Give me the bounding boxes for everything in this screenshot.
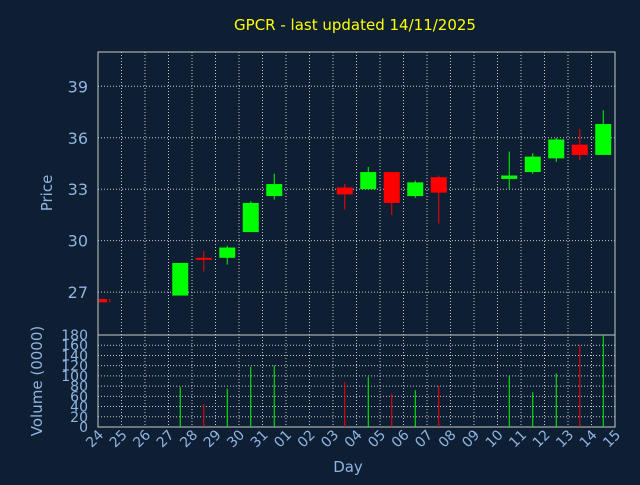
candle-10	[501, 151, 518, 190]
tick-labels: 24 25 26 27 28 29 30 31 01 02 03 04 05 06 07 08 09 10 11 12…	[61, 77, 624, 451]
candle-05	[383, 172, 400, 215]
x-tick-label: 29	[201, 427, 225, 451]
x-tick-label: 12	[530, 427, 554, 451]
x-tick-label: 30	[224, 427, 248, 451]
candle-body	[595, 124, 612, 155]
candle-07	[430, 175, 447, 224]
x-tick-label: 06	[389, 427, 413, 451]
x-tick-label: 10	[483, 427, 507, 451]
x-tick-label: 31	[248, 427, 272, 451]
x-tick-label: 09	[459, 427, 483, 451]
volume-tick-label: 120	[61, 359, 88, 375]
candles	[99, 110, 612, 303]
x-axis-label: Day	[333, 458, 363, 476]
candle-body	[383, 172, 400, 203]
candle-31	[266, 173, 283, 200]
x-tick-label: 14	[577, 427, 601, 451]
x-tick-label: 07	[412, 427, 436, 451]
candle-28	[195, 250, 212, 272]
x-tick-label: 27	[154, 427, 178, 451]
price-axis-label: Price	[38, 175, 56, 212]
volume-tick-label: 20	[70, 410, 88, 426]
price-tick-label: 33	[68, 180, 88, 199]
candle-body	[407, 182, 424, 197]
volume-tick-label: 40	[70, 400, 88, 416]
candle-body	[266, 184, 283, 197]
candle-29	[219, 245, 236, 265]
x-tick-label: 01	[271, 427, 295, 451]
x-tick-label: 02	[295, 427, 319, 451]
grid-layer	[98, 52, 615, 427]
candle-12	[548, 137, 565, 162]
volume-tick-label: 0	[79, 420, 88, 436]
price-tick-label: 30	[68, 232, 88, 251]
candle-body	[430, 177, 447, 193]
candle-13	[571, 129, 588, 161]
volume-tick-label: 180	[61, 328, 88, 344]
volume-axis-label: Volume (0000)	[28, 326, 46, 436]
price-tick-label: 39	[68, 77, 88, 96]
x-tick-label: 11	[506, 427, 530, 451]
x-tick-label: 04	[342, 427, 366, 451]
candle-body	[571, 144, 588, 155]
candle-body	[524, 156, 541, 173]
x-tick-label: 13	[553, 427, 577, 451]
candle-04	[360, 166, 377, 190]
volume-plot-area	[97, 334, 616, 428]
volume-tick-label: 60	[70, 389, 88, 405]
candle-body	[336, 187, 353, 195]
x-tick-label: 26	[130, 427, 154, 451]
candle-body	[172, 262, 189, 296]
x-tick-label: 05	[365, 427, 389, 451]
candle-body	[548, 139, 565, 159]
candle-27	[172, 262, 189, 296]
x-tick-label: 15	[600, 427, 624, 451]
volume-bars	[179, 335, 604, 427]
candle-14	[595, 110, 612, 155]
candle-body	[501, 175, 518, 179]
candle-body	[360, 172, 377, 190]
candle-06	[407, 180, 424, 198]
candle-24	[99, 298, 111, 303]
x-tick-label: 03	[318, 427, 342, 451]
candle-body	[242, 202, 259, 233]
candle-body	[99, 298, 107, 303]
volume-tick-label: 140	[61, 348, 88, 364]
candle-03	[336, 184, 353, 210]
candle-body	[219, 247, 236, 258]
volume-tick-label: 100	[61, 369, 88, 385]
price-tick-label: 27	[68, 283, 88, 302]
price-tick-label: 36	[68, 129, 88, 148]
chart-title: GPCR - last updated 14/11/2025	[234, 16, 476, 34]
x-tick-label: 25	[107, 427, 131, 451]
candle-11	[524, 153, 541, 174]
candle-30	[242, 201, 259, 233]
x-tick-label: 08	[436, 427, 460, 451]
volume-tick-label: 80	[70, 379, 88, 395]
x-tick-label: 28	[177, 427, 201, 451]
volume-tick-label: 160	[61, 338, 88, 354]
candle-body	[195, 257, 212, 260]
